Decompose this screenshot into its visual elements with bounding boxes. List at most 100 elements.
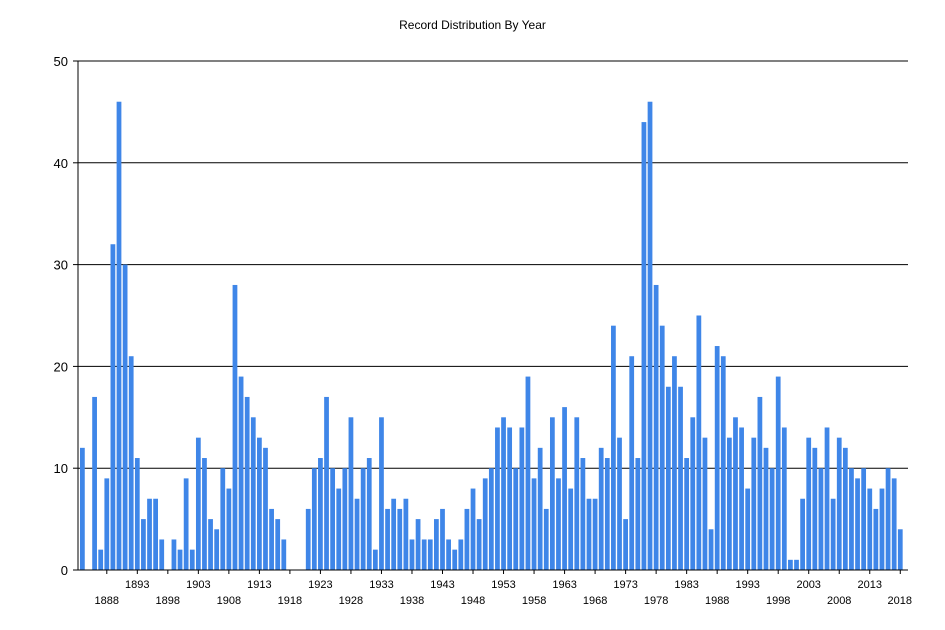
x-tick-label: 2018 [888,595,912,607]
bar-1887 [98,549,104,570]
x-tick-label: 1898 [156,595,180,607]
bar-1937 [403,498,409,570]
y-tick-label: 40 [54,156,68,171]
bar-1902 [189,549,195,570]
y-tick-label: 10 [54,461,68,476]
bar-1986 [702,437,708,570]
bar-1995 [757,396,763,570]
bar-1979 [659,325,665,570]
x-tick-label: 1913 [247,579,271,591]
bar-1945 [452,549,458,570]
bar-1946 [458,539,464,570]
bar-1944 [446,539,451,570]
bar-1953 [501,417,506,570]
bar-1893 [134,458,140,570]
bar-1981 [672,356,677,570]
gridlines [78,60,908,469]
x-axis-ticks: 1888 1893 1898 1903 1908 1913 1918 1923 1928 1933… [95,570,912,607]
y-tick-label: 30 [54,258,68,273]
bar-1959 [537,447,543,570]
bar-1996 [763,447,769,570]
bar-1999 [781,427,787,570]
x-tick-label: 1943 [430,579,454,591]
bar-1939 [415,519,421,570]
bar-2015 [879,488,885,570]
bar-1956 [519,427,525,570]
bar-1926 [336,488,342,570]
bar-1917 [281,539,287,570]
bar-1947 [464,508,470,570]
bar-1904 [202,458,207,570]
x-tick-label: 2013 [858,579,882,591]
bar-1980 [665,386,671,570]
y-tick-label: 50 [54,54,68,69]
bar-1941 [427,539,433,570]
bar-1943 [440,508,445,570]
bar-1972 [617,437,622,570]
bar-1916 [275,519,281,570]
bar-1955 [513,468,519,570]
bar-1934 [385,508,390,570]
x-tick-label: 1953 [491,579,515,591]
x-tick-label: 2008 [827,595,851,607]
x-tick-label: 1988 [705,595,729,607]
bar-2009 [842,447,848,570]
bar-1984 [690,417,696,570]
x-tick-label: 1978 [644,595,668,607]
bar-1929 [354,498,360,570]
bar-1899 [171,539,177,570]
x-tick-label: 2003 [796,579,820,591]
bar-1912 [250,417,256,570]
bar-1950 [482,478,488,570]
x-tick-label: 1903 [186,579,210,591]
bar-1975 [635,458,641,570]
bar-1924 [324,396,329,570]
y-tick-label: 0 [61,563,68,578]
bar-1936 [397,508,403,570]
x-tick-label: 1888 [95,595,119,607]
bar-1922 [311,468,317,570]
bar-1964 [568,488,574,570]
bar-1978 [653,284,659,570]
bar-2003 [806,437,812,570]
bar-1989 [720,356,726,570]
bar-1903 [195,437,201,570]
x-tick-label: 1963 [552,579,576,591]
bar-1896 [153,498,158,570]
bar-1942 [434,519,439,570]
bar-2010 [849,468,854,570]
x-tick-label: 1983 [674,579,698,591]
bar-1949 [476,519,482,570]
bar-1888 [104,478,110,570]
bar-1900 [177,549,183,570]
bar-2012 [861,468,867,570]
bar-1914 [263,447,268,570]
bar-1895 [147,498,152,570]
bar-2001 [794,559,799,570]
x-tick-label: 1933 [369,579,393,591]
bar-1952 [495,427,500,570]
bar-2008 [836,437,842,570]
x-tick-label: 1958 [522,595,546,607]
bar-1890 [116,101,122,570]
bars [80,101,903,571]
bar-2014 [873,508,879,570]
bar-1983 [684,458,690,570]
bar-1901 [183,478,189,570]
x-tick-label: 1993 [735,579,759,591]
bar-1954 [507,427,513,570]
bar-1960 [543,508,549,570]
x-tick-label: 1938 [400,595,424,607]
bar-2013 [867,488,873,570]
bar-1951 [488,468,494,570]
x-tick-label: 1918 [278,595,302,607]
bar-1932 [372,549,378,570]
chart-title: Record Distribution By Year [399,18,546,32]
bar-1998 [775,376,781,570]
bar-1891 [122,264,128,570]
x-tick-label: 1923 [308,579,332,591]
bar-1970 [604,458,610,570]
bar-1994 [751,437,757,570]
x-tick-label: 1893 [125,579,149,591]
bar-1985 [696,315,702,570]
